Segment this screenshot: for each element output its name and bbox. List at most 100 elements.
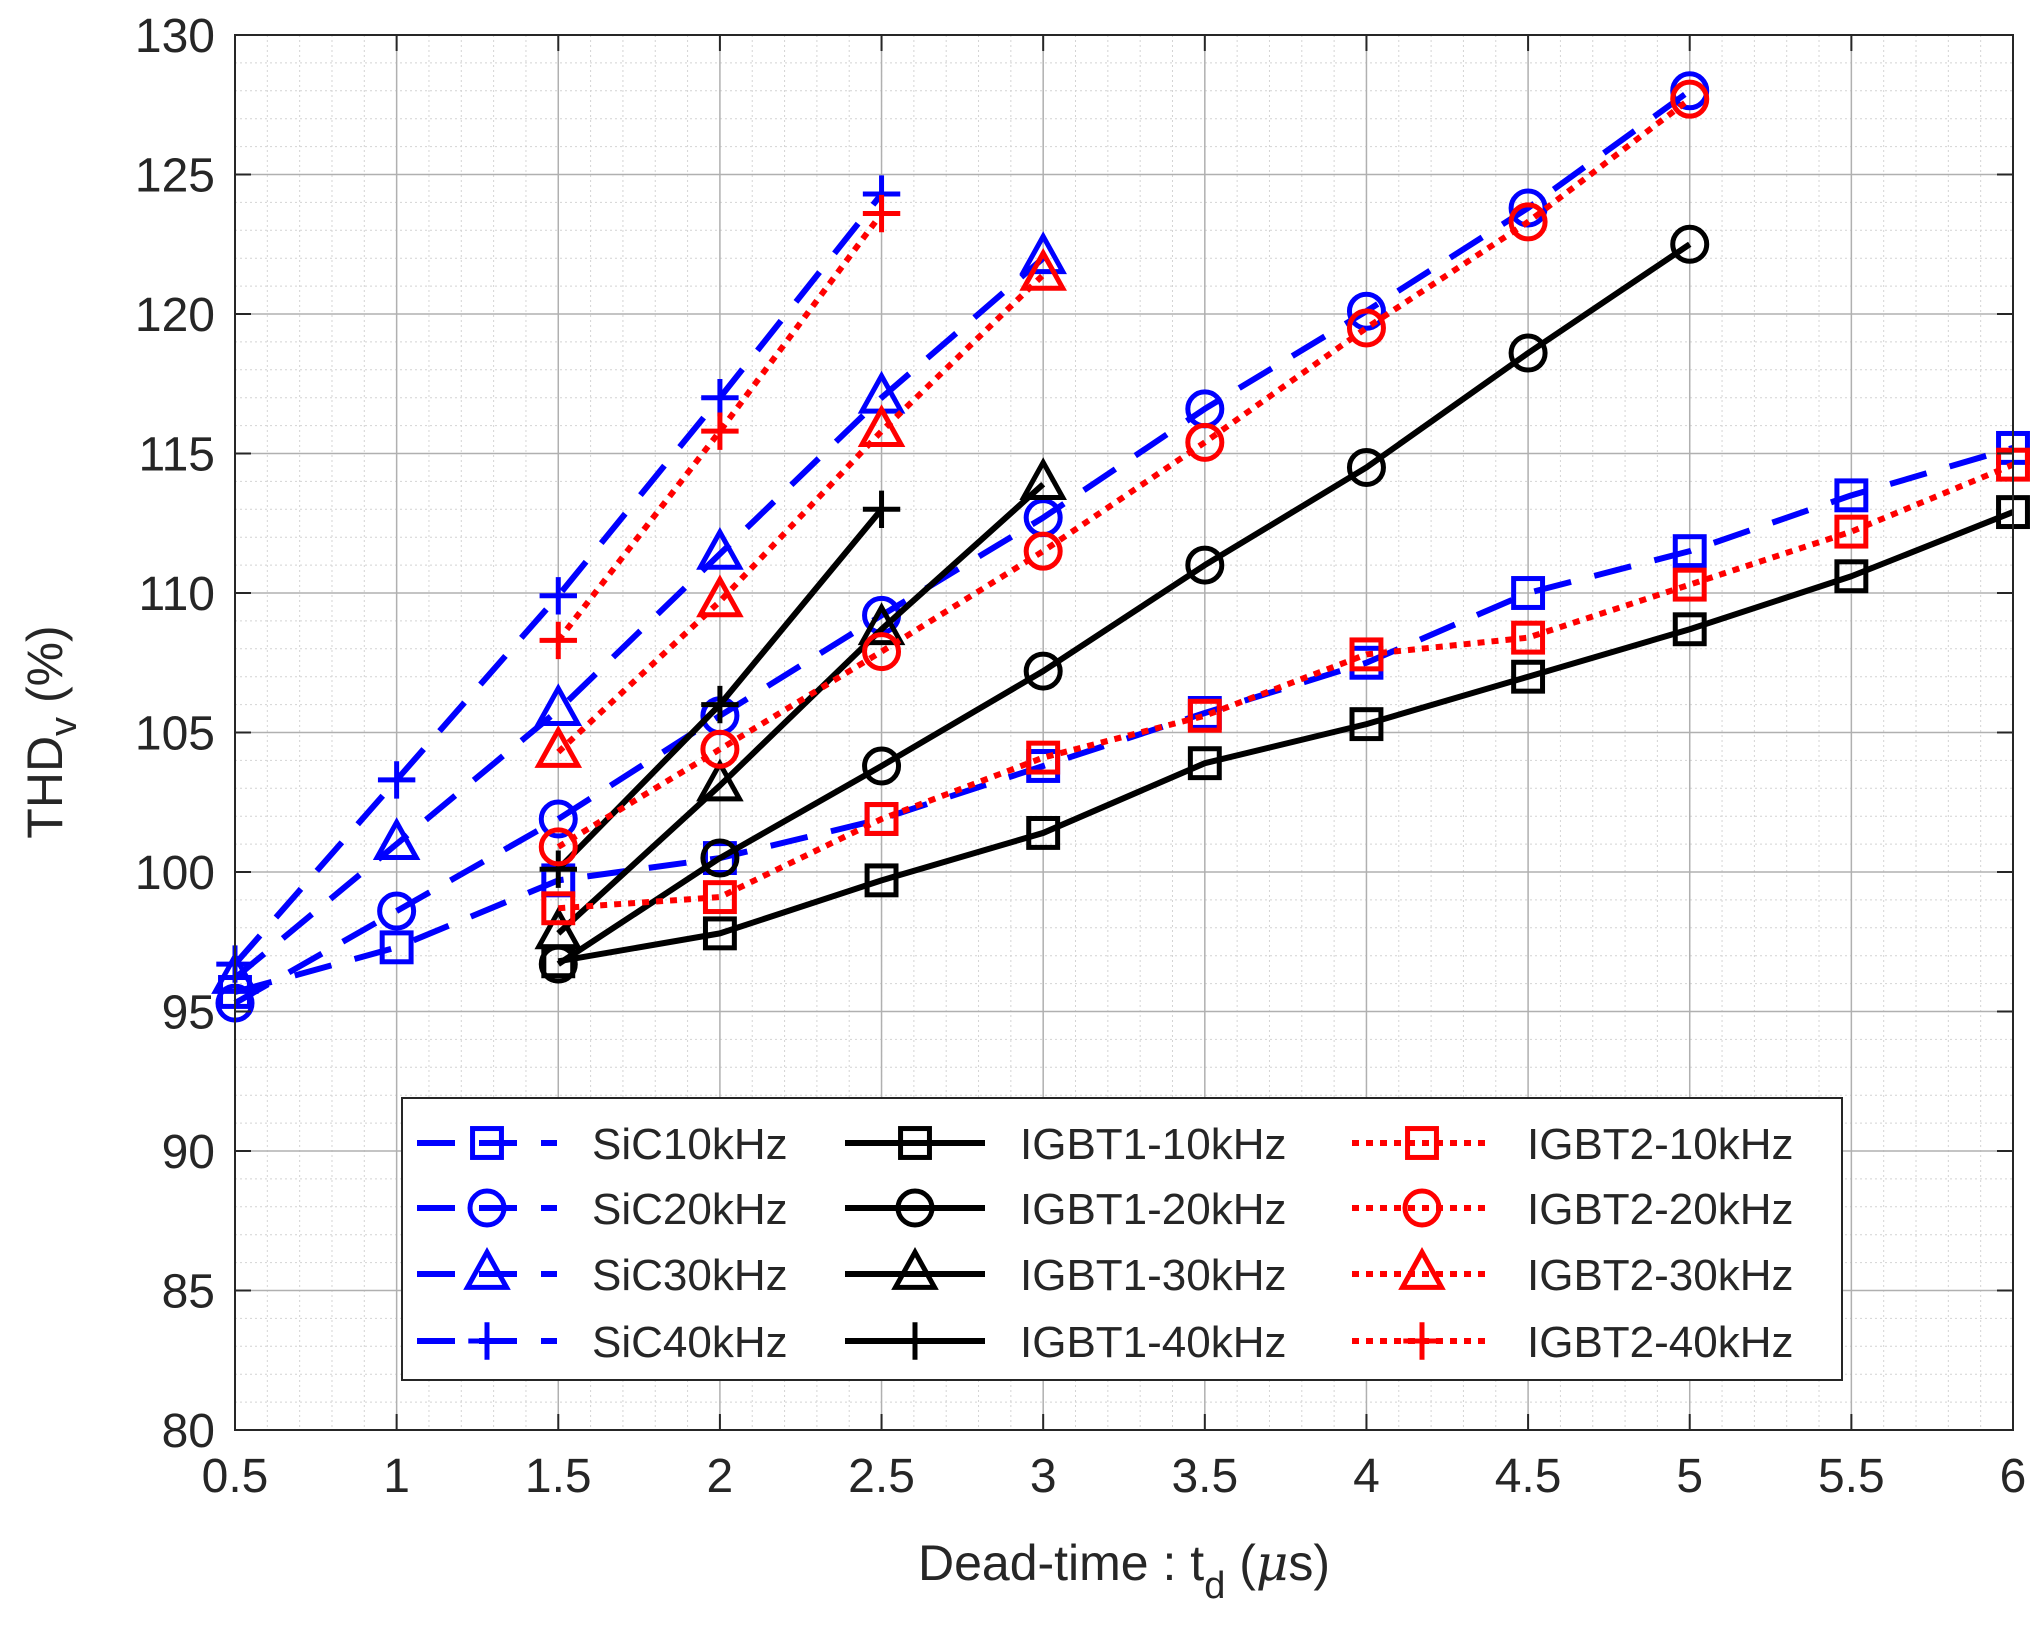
data-point <box>864 802 899 836</box>
data-point <box>1670 79 1710 119</box>
data-point <box>857 602 906 646</box>
legend-item: SiC30kHz <box>417 1247 788 1300</box>
data-point <box>541 891 576 926</box>
data-point <box>1670 224 1710 264</box>
data-point <box>1349 637 1384 672</box>
legend-marker <box>891 1247 939 1290</box>
y-tick-label: 80 <box>162 1405 215 1458</box>
legend-item: SiC10kHz <box>417 1120 788 1169</box>
data-point <box>377 891 417 931</box>
data-point <box>862 632 902 672</box>
data-point <box>1346 291 1386 331</box>
data-point <box>1019 231 1067 275</box>
legend-item: IGBT1-10kHz <box>845 1120 1287 1169</box>
legend-label: IGBT1-20kHz <box>1020 1185 1287 1234</box>
data-point <box>1834 514 1869 549</box>
data-point <box>696 758 744 802</box>
series-IGBT2-20kHz <box>538 79 1710 867</box>
x-tick-label: 3.5 <box>1171 1450 1238 1503</box>
data-point <box>379 930 414 965</box>
y-tick-label: 125 <box>135 150 215 203</box>
data-point <box>864 863 899 898</box>
data-point <box>857 404 906 448</box>
legend-marker <box>468 1322 506 1360</box>
data-point <box>701 379 739 417</box>
data-point <box>1187 698 1222 733</box>
data-point <box>696 574 744 618</box>
y-tick-label: 100 <box>135 847 215 900</box>
legend-label: SiC10kHz <box>592 1120 788 1169</box>
data-point <box>862 746 902 786</box>
y-tick-label: 90 <box>162 1126 215 1179</box>
data-point <box>1672 567 1707 602</box>
data-point <box>862 194 901 233</box>
data-point <box>1508 202 1548 242</box>
data-point <box>1511 620 1546 655</box>
legend: SiC10kHz SiC20kHz SiC30kHz SiC40kHz IGBT1-10… <box>401 1097 1843 1381</box>
data-point <box>1023 531 1063 571</box>
data-point <box>1026 815 1061 850</box>
series-line <box>555 211 884 643</box>
y-tick-label: 95 <box>162 987 215 1040</box>
y-tick-label: 120 <box>135 289 215 342</box>
legend-item: IGBT1-20kHz <box>845 1185 1287 1234</box>
data-point <box>701 412 739 450</box>
legend-marker <box>463 1247 511 1290</box>
x-tick-label: 1 <box>383 1450 410 1503</box>
data-point <box>539 621 577 660</box>
series-layer <box>211 71 2030 1023</box>
legend-label: IGBT1-40kHz <box>1020 1318 1287 1367</box>
legend-item: IGBT2-10kHz <box>1352 1120 1794 1169</box>
x-tick-label: 0.5 <box>202 1450 269 1503</box>
legend-label: IGBT2-20kHz <box>1527 1185 1794 1234</box>
series-line <box>232 192 884 967</box>
legend-label: SiC40kHz <box>592 1318 788 1367</box>
y-tick-label: 105 <box>135 708 215 761</box>
data-point <box>1026 740 1061 775</box>
series-line <box>234 445 2014 995</box>
x-tick-label: 5.5 <box>1818 1450 1885 1503</box>
legend-item: SiC20kHz <box>417 1185 788 1234</box>
legend-marker <box>467 1188 507 1228</box>
y-tick-label: 130 <box>135 10 215 63</box>
series-SiC30kHz <box>211 231 1067 994</box>
legend-item: IGBT2-40kHz <box>1352 1318 1794 1367</box>
series-line <box>557 509 2015 965</box>
series-line <box>556 481 1046 936</box>
legend-marker <box>470 1126 504 1160</box>
series-line <box>556 96 1692 850</box>
series-IGBT2-30kHz <box>534 247 1067 768</box>
data-point <box>702 841 737 875</box>
x-tick-label: 2.5 <box>848 1450 915 1503</box>
legend-marker <box>896 1322 934 1360</box>
data-point <box>1834 478 1869 513</box>
data-point <box>702 916 737 951</box>
legend-label: IGBT1-30kHz <box>1020 1251 1287 1300</box>
data-point <box>539 850 577 888</box>
x-tick-label: 2 <box>707 1450 734 1503</box>
data-point <box>534 906 583 950</box>
legend-item: IGBT1-40kHz <box>845 1318 1287 1367</box>
x-tick-label: 4 <box>1353 1450 1380 1503</box>
data-point <box>1349 707 1384 742</box>
series-line <box>556 241 1692 967</box>
data-point <box>862 490 901 528</box>
data-point <box>1346 447 1386 487</box>
data-point <box>1511 659 1546 694</box>
data-point <box>1508 333 1548 373</box>
legend-label: IGBT2-10kHz <box>1527 1120 1794 1169</box>
data-point <box>701 685 739 724</box>
series-line <box>556 272 1046 755</box>
legend-label: IGBT1-10kHz <box>1020 1120 1287 1169</box>
legend-marker <box>1405 1126 1439 1160</box>
legend-item: IGBT2-30kHz <box>1352 1247 1794 1300</box>
legend-item: IGBT1-30kHz <box>845 1247 1287 1300</box>
legend-label: IGBT2-40kHz <box>1527 1318 1794 1367</box>
legend-label: SiC20kHz <box>592 1185 788 1234</box>
data-point <box>1023 651 1063 691</box>
data-point <box>538 799 578 839</box>
y-tick-label: 115 <box>138 429 215 482</box>
x-tick-label: 3 <box>1030 1450 1057 1503</box>
data-point <box>700 729 740 769</box>
series-IGBT1-30kHz <box>534 457 1067 950</box>
